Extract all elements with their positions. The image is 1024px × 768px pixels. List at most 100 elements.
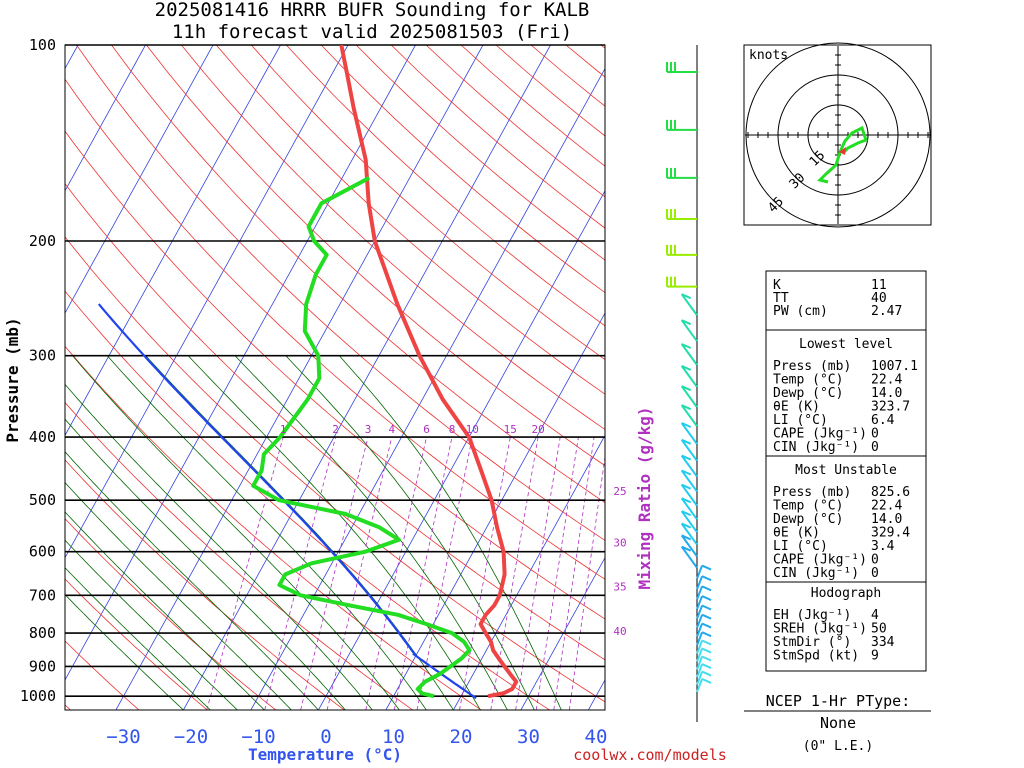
chart-subtitle: 11h forecast valid 2025081503 (Fri) xyxy=(172,21,572,43)
y-axis-label: Pressure (mb) xyxy=(3,317,22,442)
pressure-tick: 800 xyxy=(29,624,56,642)
wind-barb-flag xyxy=(681,469,692,476)
moist-adiabat-line xyxy=(234,355,508,710)
wind-barb-flag xyxy=(701,655,712,662)
index-value: 11 xyxy=(871,278,887,293)
wind-barb xyxy=(680,319,698,342)
wind-barb-flag xyxy=(681,497,692,504)
index-value: 334 xyxy=(871,635,895,650)
mixing-ratio-line xyxy=(568,454,605,710)
temperature-tick: 10 xyxy=(382,726,405,748)
isotherm-line xyxy=(453,434,605,710)
wind-barb-flag xyxy=(701,670,712,677)
wind-barb-flag xyxy=(681,545,692,552)
wind-barb-flag xyxy=(701,639,712,646)
wind-barb xyxy=(680,469,698,493)
wind-barb xyxy=(696,565,704,580)
wind-barb-flag xyxy=(701,663,712,670)
wind-barb xyxy=(680,534,698,557)
wind-barb xyxy=(696,656,704,670)
wind-barb xyxy=(696,575,704,590)
dry-adiabat-line xyxy=(146,45,605,467)
moist-adiabat-line xyxy=(65,594,184,710)
temperature-tick: −10 xyxy=(241,726,275,748)
moist-adiabat-line xyxy=(187,355,481,710)
moist-adiabat-line xyxy=(65,481,292,710)
mixing-ratio-tick: 6 xyxy=(423,423,430,436)
dry-adiabat-line xyxy=(65,578,208,710)
wind-barb xyxy=(680,365,698,388)
index-label: LI (°C) xyxy=(773,539,828,554)
wind-barb xyxy=(696,678,704,693)
indices-panel xyxy=(765,270,927,672)
wind-barb xyxy=(696,631,704,646)
indices-section-header: Most Unstable xyxy=(795,463,897,478)
index-value: 6.4 xyxy=(871,413,895,428)
wind-barb xyxy=(696,585,704,600)
wind-barb xyxy=(680,404,698,427)
hodograph-units: knots xyxy=(749,48,788,63)
mixing-ratio-tick: 2 xyxy=(332,423,339,436)
mixing-ratio-tick: 10 xyxy=(466,423,479,436)
temperature-tick: 30 xyxy=(517,726,540,748)
parcel-trace xyxy=(97,303,477,700)
mixing-ratio-tick: 25 xyxy=(613,485,626,498)
moist-adiabat-line xyxy=(65,451,319,710)
isobar-lines xyxy=(64,44,606,711)
isotherm-line xyxy=(318,189,605,710)
mixing-ratio-line xyxy=(416,437,473,710)
index-value: 3.4 xyxy=(871,539,895,554)
moist-adiabat-line xyxy=(65,511,265,710)
index-value: 22.4 xyxy=(871,373,902,388)
ptype-accumulation: (0" L.E.) xyxy=(803,739,873,754)
moist-adiabat-line xyxy=(65,539,238,710)
indices-section-header: Hodograph xyxy=(811,586,881,601)
wind-barb xyxy=(680,439,698,462)
isotherm-line xyxy=(115,45,484,710)
mixing-ratio-tick: 4 xyxy=(388,423,395,436)
index-label: TT xyxy=(773,291,789,306)
pressure-tick: 400 xyxy=(29,428,56,446)
dry-adiabat-line xyxy=(76,45,605,541)
pressure-tick: 900 xyxy=(29,657,56,675)
temperature-tick: 40 xyxy=(585,726,608,748)
wind-barb-flag xyxy=(681,293,692,300)
moist-adiabat-line xyxy=(65,567,211,710)
dry-adiabat-line xyxy=(425,45,605,198)
credit-text: coolwx.com/models xyxy=(573,746,727,764)
dry-adiabat-line xyxy=(286,45,605,327)
dewpoint-line xyxy=(251,176,472,699)
wind-barb-flag xyxy=(701,622,712,629)
wind-barb-flag xyxy=(701,613,712,620)
index-label: CAPE (Jkg⁻¹) xyxy=(773,553,867,568)
wind-barb xyxy=(680,293,698,316)
wind-barb-flag xyxy=(681,522,692,529)
wind-barb-flag xyxy=(681,422,692,428)
index-value: 22.4 xyxy=(871,499,902,514)
mixing-ratio-line xyxy=(264,436,336,710)
index-label: LI (°C) xyxy=(773,413,828,428)
temperature-tick: −20 xyxy=(174,726,208,748)
isotherm-line xyxy=(65,45,146,192)
dry-adiabat-line xyxy=(181,45,605,431)
index-value: 4 xyxy=(871,608,879,623)
wind-barb xyxy=(696,648,704,663)
wind-barb-flag xyxy=(681,454,692,461)
indices-section-header: Lowest level xyxy=(799,337,893,352)
wind-barb xyxy=(696,605,704,619)
wind-barb xyxy=(696,663,704,678)
index-value: 9 xyxy=(871,649,879,664)
wind-barb-flag xyxy=(681,319,692,326)
index-label: K xyxy=(773,278,781,293)
mixing-ratio-tick: 35 xyxy=(613,580,626,593)
isotherm-line xyxy=(385,312,605,710)
index-label: Temp (°C) xyxy=(773,499,843,514)
dry-adiabat-line xyxy=(251,45,605,361)
index-label: Dewp (°C) xyxy=(773,386,843,401)
wind-barb-flag xyxy=(681,483,692,490)
mixing-ratio-tick: 3 xyxy=(365,423,372,436)
wind-barb-flag xyxy=(701,677,712,684)
index-value: 329.4 xyxy=(871,526,910,541)
